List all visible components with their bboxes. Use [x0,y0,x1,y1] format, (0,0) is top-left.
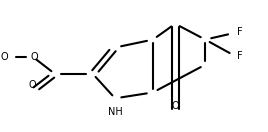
Text: O: O [0,52,8,62]
Text: O: O [171,101,179,111]
Text: NH: NH [108,107,122,117]
Text: F: F [237,27,243,37]
Text: F: F [237,51,243,61]
Text: O: O [30,52,38,62]
Text: O: O [29,80,36,90]
